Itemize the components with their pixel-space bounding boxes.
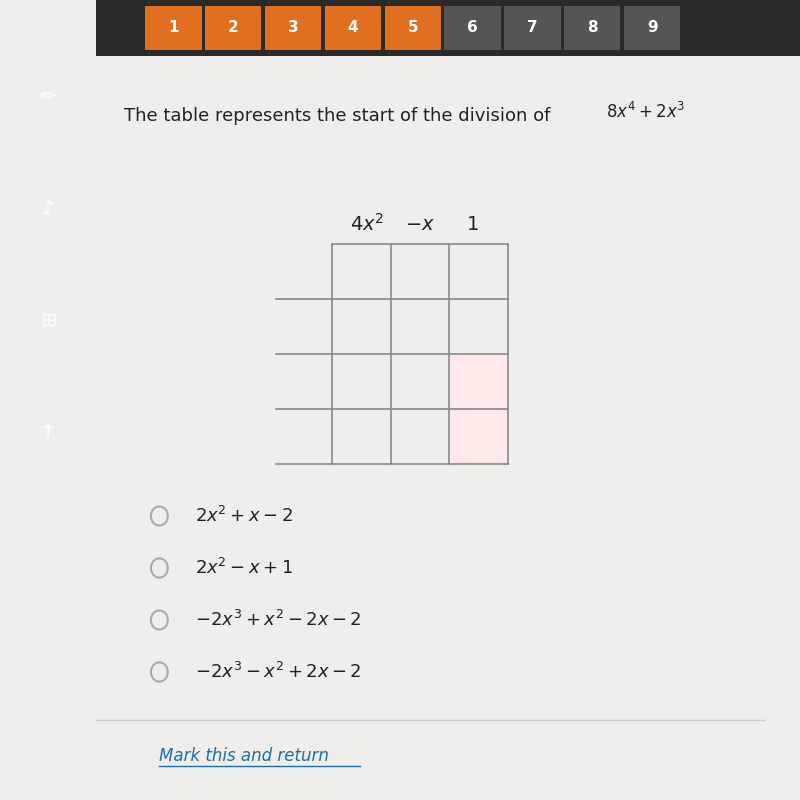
- Text: $-2x^3 + x^2 - 2x - 2$: $-2x^3 + x^2 - 2x - 2$: [194, 610, 362, 630]
- Text: 3: 3: [288, 20, 298, 35]
- Bar: [265, 6, 322, 50]
- Text: Mark this and return: Mark this and return: [159, 747, 330, 765]
- Bar: [205, 6, 262, 50]
- Text: $2x^2 - x + 1$: $2x^2 - x + 1$: [194, 558, 293, 578]
- Text: $1$: $1$: [466, 214, 479, 234]
- Bar: [564, 6, 621, 50]
- Text: ⊞: ⊞: [40, 310, 56, 330]
- Text: 8: 8: [587, 20, 598, 35]
- Text: 7: 7: [527, 20, 538, 35]
- Text: 4: 4: [348, 20, 358, 35]
- Text: $2x^2 + x - 2$: $2x^2 + x - 2$: [194, 506, 293, 526]
- Bar: [325, 6, 381, 50]
- Bar: [504, 6, 561, 50]
- Text: 6: 6: [467, 20, 478, 35]
- Bar: [449, 354, 508, 409]
- Text: $-2x^3 - x^2 + 2x - 2$: $-2x^3 - x^2 + 2x - 2$: [194, 662, 362, 682]
- Bar: [96, 0, 800, 56]
- Text: 9: 9: [647, 20, 658, 35]
- Text: $4x^2$: $4x^2$: [350, 213, 384, 235]
- Bar: [445, 6, 501, 50]
- Text: ✏: ✏: [40, 86, 56, 106]
- Text: 5: 5: [407, 20, 418, 35]
- Text: The table represents the start of the division of: The table represents the start of the di…: [124, 107, 556, 125]
- Text: ↑: ↑: [40, 422, 56, 442]
- Text: 2: 2: [228, 20, 238, 35]
- Bar: [385, 6, 441, 50]
- Text: 1: 1: [168, 20, 178, 35]
- Text: ♪: ♪: [42, 198, 54, 218]
- Text: $8x^4 + 2x^3$: $8x^4 + 2x^3$: [606, 102, 686, 122]
- Bar: [449, 409, 508, 464]
- Bar: [624, 6, 680, 50]
- Text: $-x$: $-x$: [405, 214, 435, 234]
- Bar: [146, 6, 202, 50]
